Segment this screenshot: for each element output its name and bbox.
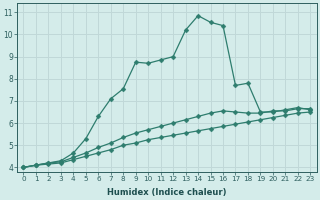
X-axis label: Humidex (Indice chaleur): Humidex (Indice chaleur) <box>107 188 227 197</box>
